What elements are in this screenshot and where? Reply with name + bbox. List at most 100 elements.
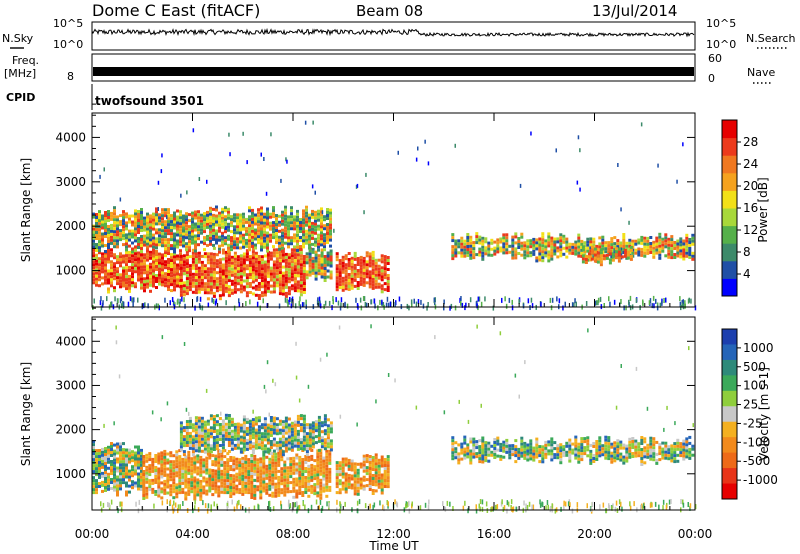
power-near-range-cell xyxy=(505,303,508,309)
power-near-range-cell xyxy=(558,298,561,304)
velocity-data-cell xyxy=(202,464,206,468)
power-data-cell xyxy=(293,280,297,284)
power-data-cell xyxy=(251,226,254,230)
power-data-cell xyxy=(275,226,278,229)
velocity-data-cell xyxy=(203,441,207,445)
power-data-cell xyxy=(254,254,258,258)
power-near-range-cell xyxy=(504,296,506,302)
velocity-data-cell xyxy=(200,422,204,426)
velocity-data-cell xyxy=(227,444,231,447)
power-data-cell xyxy=(329,232,332,236)
velocity-data-cell xyxy=(178,491,182,495)
velocity-data-cell xyxy=(295,489,299,493)
power-near-range-cell xyxy=(681,300,683,305)
velocity-data-cell xyxy=(313,471,317,475)
power-data-cell xyxy=(350,256,354,260)
velocity-data-cell xyxy=(487,441,491,445)
power-data-cell xyxy=(670,247,674,251)
power-data-cell xyxy=(152,233,155,237)
power-data-cell xyxy=(377,270,381,274)
power-data-cell xyxy=(113,233,116,237)
power-data-cell xyxy=(520,247,524,251)
power-data-cell xyxy=(134,261,137,265)
power-data-cell xyxy=(629,257,633,261)
velocity-data-cell xyxy=(215,444,219,448)
velocity-data-cell xyxy=(328,455,332,459)
power-data-cell xyxy=(254,257,258,261)
power-data-cell xyxy=(640,247,644,251)
velocity-data-cell xyxy=(262,486,266,490)
velocity-data-cell xyxy=(362,475,366,479)
power-data-cell xyxy=(221,240,224,244)
velocity-data-cell xyxy=(328,461,332,465)
velocity-data-cell xyxy=(242,430,246,434)
power-data-cell xyxy=(287,253,291,257)
velocity-data-cell xyxy=(283,472,287,476)
velocity-data-cell xyxy=(217,449,221,453)
power-data-cell xyxy=(128,232,131,236)
power-data-cell xyxy=(176,245,179,249)
velocity-data-cell xyxy=(187,465,191,469)
power-data-cell xyxy=(215,223,218,227)
power-data-cell xyxy=(95,253,98,257)
power-data-cell xyxy=(266,207,269,211)
power-data-cell xyxy=(314,277,318,281)
power-data-cell xyxy=(676,242,680,246)
velocity-data-cell xyxy=(119,451,122,455)
power-data-cell xyxy=(158,216,161,220)
power-data-cell xyxy=(176,230,179,234)
power-near-range-cell xyxy=(549,297,552,303)
power-data-cell xyxy=(290,272,294,276)
power-near-range-cell xyxy=(484,296,486,302)
power-data-cell xyxy=(140,229,143,232)
power-data-cell xyxy=(481,242,485,246)
velocity-data-cell xyxy=(223,479,227,483)
power-data-cell xyxy=(212,243,215,247)
power-data-cell xyxy=(92,233,95,237)
power-near-range-cell xyxy=(299,296,301,302)
power-data-cell xyxy=(176,224,179,228)
velocity-data-cell xyxy=(532,455,536,459)
velocity-data-cell xyxy=(166,491,170,495)
velocity-data-cell xyxy=(160,475,164,479)
power-near-range-cell xyxy=(132,301,134,307)
power-data-cell xyxy=(197,213,200,217)
power-near-range-cell xyxy=(131,297,133,303)
power-data-cell xyxy=(305,261,309,265)
power-data-cell xyxy=(164,223,167,227)
power-data-cell xyxy=(362,268,366,272)
power-data-cell xyxy=(119,232,122,236)
power-data-cell xyxy=(514,256,518,260)
velocity-data-cell xyxy=(535,452,539,456)
power-data-cell xyxy=(179,254,183,258)
velocity-data-cell xyxy=(277,457,281,461)
velocity-data-cell xyxy=(122,451,125,455)
power-data-cell xyxy=(308,267,312,271)
velocity-data-cell xyxy=(583,449,587,453)
power-data-cell xyxy=(299,230,302,233)
velocity-data-cell xyxy=(151,487,155,491)
power-data-cell xyxy=(368,279,372,283)
velocity-data-cell xyxy=(344,475,348,479)
velocity-data-cell xyxy=(289,481,293,485)
power-near-range-cell xyxy=(387,302,390,308)
velocity-data-cell xyxy=(319,472,323,476)
velocity-data-cell xyxy=(181,481,185,485)
power-data-cell xyxy=(116,270,119,274)
velocity-data-cell xyxy=(187,477,191,481)
power-data-cell xyxy=(275,223,278,226)
power-data-cell xyxy=(535,247,539,251)
velocity-data-cell xyxy=(526,443,530,447)
velocity-data-cell xyxy=(140,484,143,488)
freq-tick: 8 xyxy=(67,70,74,83)
power-data-cell xyxy=(454,254,458,258)
power-data-cell xyxy=(296,236,299,240)
power-data-cell xyxy=(377,285,381,289)
velocity-data-cell xyxy=(325,458,329,462)
power-data-cell xyxy=(149,280,152,284)
velocity-data-cell xyxy=(317,430,321,434)
power-data-cell xyxy=(173,220,176,224)
power-data-cell xyxy=(326,251,330,255)
velocity-data-cell xyxy=(244,463,248,467)
velocity-data-cell xyxy=(179,445,183,449)
